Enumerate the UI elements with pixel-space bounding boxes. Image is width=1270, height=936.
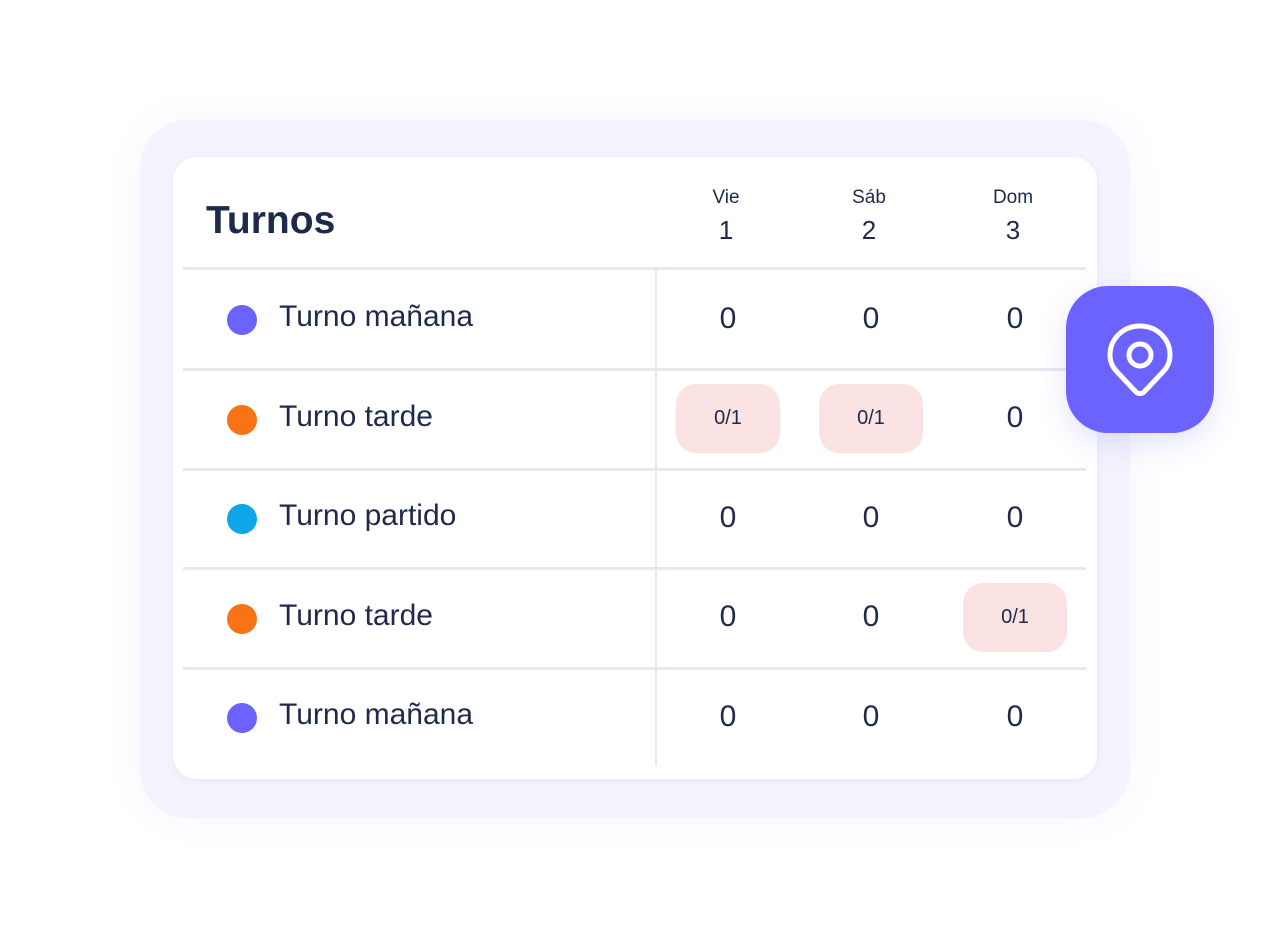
day-date: 2 [861, 215, 877, 245]
shift-count[interactable]: 0 [1006, 301, 1024, 335]
row-divider [183, 567, 1086, 570]
coverage-badge[interactable]: 0/1 [963, 582, 1067, 652]
shift-row[interactable]: Turno partido 0 0 0 [173, 469, 1097, 568]
shift-label: Turno tarde [279, 598, 433, 632]
day-name: Dom [992, 187, 1034, 208]
shift-count[interactable]: 0 [719, 301, 737, 335]
shifts-card: Turnos Vie 1 Sáb 2 Dom 3 Turno mañana 0 0 0 Turn… [173, 157, 1097, 779]
shift-color-dot [227, 305, 257, 335]
row-divider [183, 368, 1086, 371]
shift-row[interactable]: Turno tarde 0/1 0/1 0 [173, 370, 1097, 469]
shift-count[interactable]: 0 [719, 500, 737, 534]
row-divider [183, 666, 1086, 670]
divider [183, 267, 1086, 270]
day-name: Vie [712, 187, 740, 208]
shift-color-dot [227, 703, 257, 733]
coverage-badge[interactable]: 0/1 [819, 383, 923, 453]
shift-count[interactable]: 0 [1006, 401, 1024, 434]
shift-color-dot [227, 504, 257, 534]
shift-count[interactable]: 0 [862, 301, 880, 335]
day-header: Dom 3 [963, 187, 1063, 246]
day-header: Sáb 2 [819, 187, 919, 246]
shift-row[interactable]: Turno mañana 0 0 0 [173, 668, 1097, 767]
shift-row[interactable]: Turno tarde 0 0 0/1 [173, 569, 1097, 668]
shift-row[interactable]: Turno mañana 0 0 0 [173, 270, 1097, 369]
shift-label: Turno partido [279, 499, 457, 532]
shift-count[interactable]: 0 [719, 699, 737, 733]
day-name: Sáb [852, 187, 886, 208]
shift-label: Turno mañana [279, 698, 474, 731]
shift-label: Turno mañana [279, 300, 474, 333]
coverage-badge[interactable]: 0/1 [676, 383, 780, 453]
shift-count[interactable]: 0 [862, 699, 880, 733]
shift-color-dot [227, 603, 257, 634]
shift-color-dot [227, 404, 257, 435]
shift-count[interactable]: 0 [1006, 500, 1024, 534]
shift-count[interactable]: 0 [862, 600, 880, 633]
shift-count[interactable]: 0 [1006, 699, 1024, 733]
map-pin-icon [1107, 323, 1173, 396]
location-button[interactable] [1066, 286, 1214, 433]
shift-count[interactable]: 0 [862, 500, 880, 534]
shift-label: Turno tarde [279, 399, 433, 433]
day-date: 3 [1005, 215, 1021, 245]
card-title: Turnos [206, 199, 336, 242]
shift-count[interactable]: 0 [719, 600, 737, 633]
column-divider [655, 269, 657, 766]
row-divider [183, 467, 1086, 471]
day-date: 1 [718, 215, 734, 245]
day-header: Vie 1 [676, 187, 776, 246]
